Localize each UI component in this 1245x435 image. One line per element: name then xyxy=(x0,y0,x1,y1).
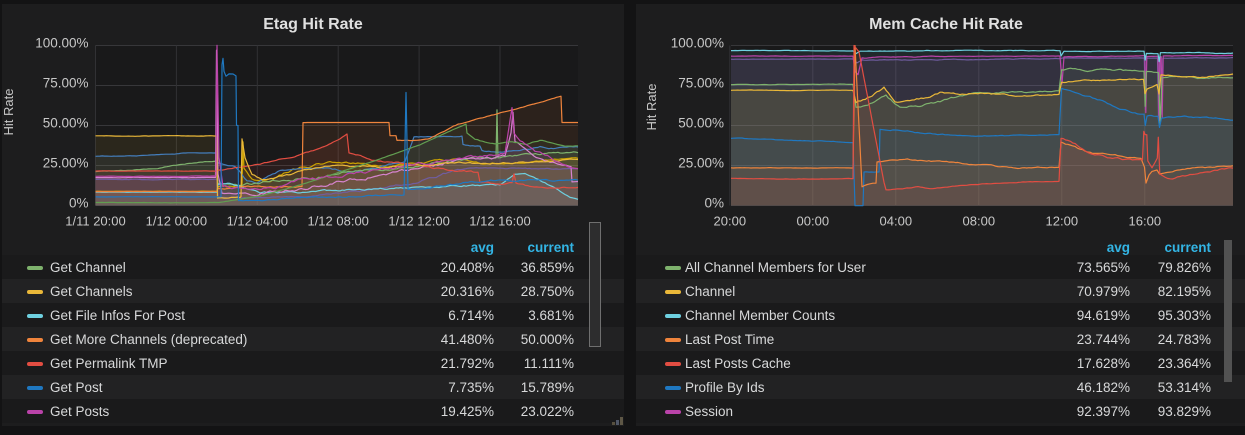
svg-text:50.00%: 50.00% xyxy=(43,116,89,131)
svg-text:1/11 20:00: 1/11 20:00 xyxy=(65,214,125,229)
svg-text:00:00: 00:00 xyxy=(797,214,830,229)
svg-text:25.00%: 25.00% xyxy=(43,156,89,171)
svg-text:1/12 12:00: 1/12 12:00 xyxy=(388,214,449,229)
svg-text:50.00%: 50.00% xyxy=(678,116,724,131)
svg-text:Hit Rate: Hit Rate xyxy=(644,84,659,131)
svg-text:1/12 16:00: 1/12 16:00 xyxy=(469,214,530,229)
svg-text:04:00: 04:00 xyxy=(880,214,913,229)
svg-text:1/12 04:00: 1/12 04:00 xyxy=(227,214,288,229)
svg-text:Hit Rate: Hit Rate xyxy=(2,89,16,136)
svg-text:16:00: 16:00 xyxy=(1129,214,1162,229)
svg-text:75.00%: 75.00% xyxy=(43,76,89,91)
svg-text:0%: 0% xyxy=(69,196,89,211)
svg-text:25.00%: 25.00% xyxy=(678,156,724,171)
svg-text:100.00%: 100.00% xyxy=(671,36,724,51)
svg-text:08:00: 08:00 xyxy=(963,214,996,229)
svg-text:1/12 00:00: 1/12 00:00 xyxy=(146,214,207,229)
svg-text:12:00: 12:00 xyxy=(1046,214,1079,229)
svg-text:100.00%: 100.00% xyxy=(35,36,88,51)
svg-text:20:00: 20:00 xyxy=(714,214,747,229)
svg-text:0%: 0% xyxy=(704,196,724,211)
svg-text:1/12 08:00: 1/12 08:00 xyxy=(307,214,368,229)
svg-text:75.00%: 75.00% xyxy=(678,76,724,91)
